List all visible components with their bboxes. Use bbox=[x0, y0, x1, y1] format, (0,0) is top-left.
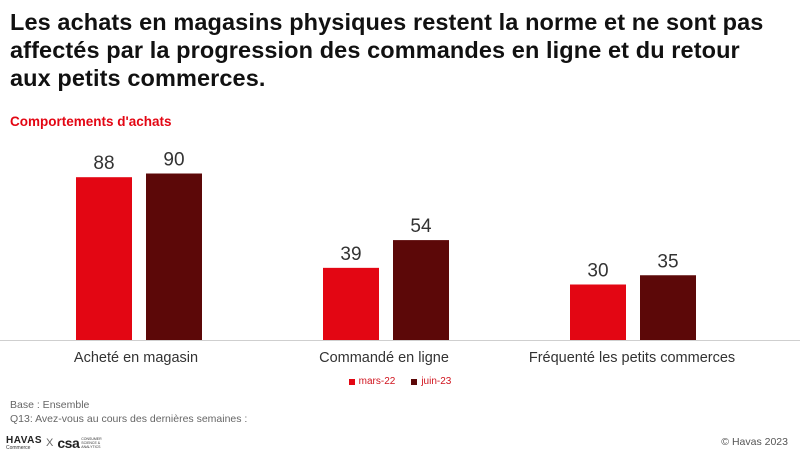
base-note: Base : Ensemble bbox=[10, 399, 90, 411]
data-label-juin-23-2: 35 bbox=[657, 251, 678, 272]
data-label-juin-23-0: 90 bbox=[163, 150, 184, 171]
page-title: Les achats en magasins physiques restent… bbox=[10, 9, 764, 91]
logos: HAVAS Commerce X csa CONSUMER SCIENCE & … bbox=[6, 432, 115, 454]
csa-logo-word: csa bbox=[57, 435, 80, 451]
bar-juin-23-0 bbox=[146, 173, 202, 340]
bar-mars-22-1 bbox=[323, 267, 379, 340]
copyright: © Havas 2023 bbox=[721, 436, 788, 448]
data-label-juin-23-1: 54 bbox=[410, 216, 432, 237]
bar-juin-23-1 bbox=[393, 240, 449, 340]
logo-separator: X bbox=[46, 437, 54, 449]
legend-label-series-1: juin-23 bbox=[421, 376, 452, 387]
havas-logo-word: HAVAS bbox=[6, 434, 43, 446]
bar-chart: 88 90 Acheté en magasin 39 54 Commandé en lig… bbox=[0, 150, 800, 366]
bar-mars-22-0 bbox=[76, 177, 132, 340]
legend-swatch-series-0 bbox=[348, 378, 355, 385]
data-label-mars-22-1: 39 bbox=[340, 244, 361, 265]
legend-item-series-0: mars-22 bbox=[348, 376, 396, 387]
legend-label-series-0: mars-22 bbox=[358, 376, 396, 387]
question-note: Q13: Avez-vous au cours des dernières se… bbox=[10, 413, 248, 425]
bar-mars-22-2 bbox=[570, 284, 626, 340]
data-label-mars-22-0: 88 bbox=[93, 153, 114, 174]
havas-logo: HAVAS Commerce bbox=[6, 434, 43, 451]
data-label-mars-22-2: 30 bbox=[587, 261, 608, 282]
category-label-0: Acheté en magasin bbox=[74, 350, 198, 366]
legend-swatch-series-1 bbox=[411, 378, 418, 385]
chart-subtitle: Comportements d'achats bbox=[10, 114, 172, 129]
legend-item-series-1: juin-23 bbox=[411, 376, 451, 387]
category-label-2: Fréquenté les petits commerces bbox=[529, 350, 735, 366]
chart-legend: mars-22 juin-23 bbox=[0, 376, 800, 387]
havas-logo-sub: Commerce bbox=[6, 444, 31, 451]
csa-logo-sub: CONSUMER SCIENCE & ANALYTICS bbox=[81, 437, 102, 449]
csa-logo: csa CONSUMER SCIENCE & ANALYTICS bbox=[57, 435, 115, 451]
bar-juin-23-2 bbox=[640, 275, 696, 340]
category-label-1: Commandé en ligne bbox=[319, 350, 449, 366]
